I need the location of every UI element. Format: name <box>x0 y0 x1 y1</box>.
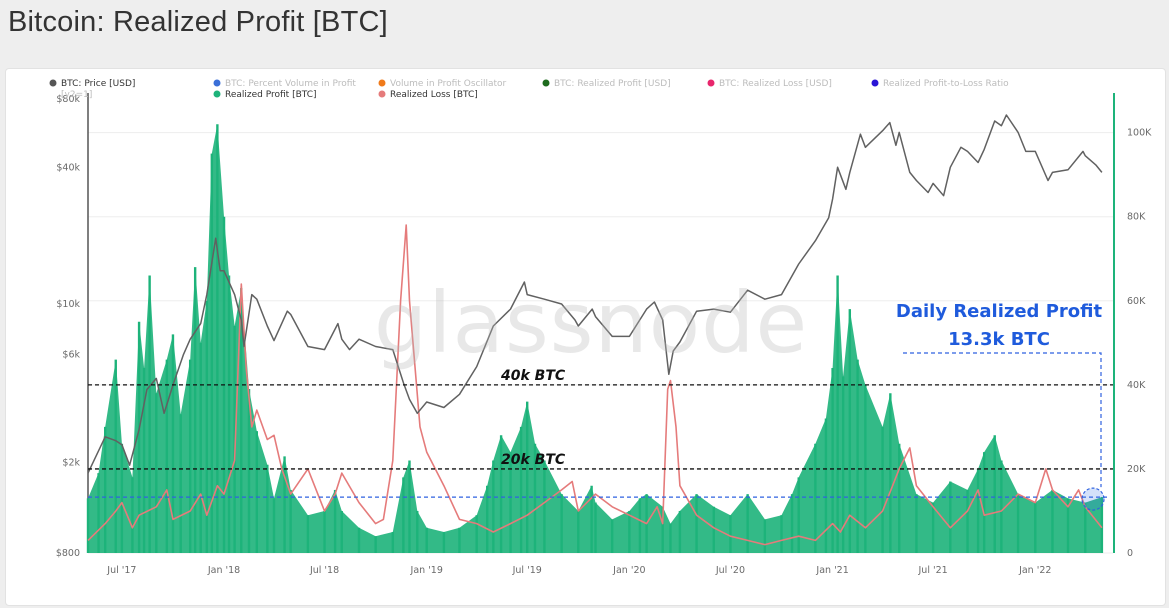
callout-value: 13.3k BTC <box>948 329 1050 350</box>
y-right-tick-label: 40K <box>1127 380 1146 391</box>
legend-swatch <box>213 90 221 98</box>
ref-label-20k: 20k BTC <box>501 452 566 468</box>
legend-swatch <box>542 79 550 87</box>
legend-label: Realized Loss [BTC] <box>390 90 478 100</box>
y-right-tick-label: 60K <box>1127 296 1146 307</box>
y-left-tick-label: $800 <box>56 548 80 559</box>
legend-label: Realized Profit-to-Loss Ratio <box>883 79 1009 89</box>
y-right-tick-label: 80K <box>1127 212 1146 223</box>
legend-label: BTC: Realized Profit [USD] <box>554 79 671 89</box>
y-right-tick-label: 0 <box>1127 548 1133 559</box>
legend-swatch <box>213 79 221 87</box>
legend-label: BTC: Percent Volume in Profit <box>225 79 356 89</box>
price-line <box>87 114 1103 474</box>
x-tick-label: Jul '21 <box>918 565 948 576</box>
legend-label: BTC: Realized Loss [USD] <box>719 79 832 89</box>
legend[interactable]: BTC: Price [USD][y2=1] BTC: Percent Volum… <box>49 79 1010 100</box>
x-tick-label: Jul '17 <box>106 565 136 576</box>
y-left-tick-label: $6k <box>62 349 80 360</box>
legend-swatch <box>707 79 715 87</box>
y-right-tick-label: 100K <box>1127 128 1152 139</box>
legend-sublabel: [y2=1] <box>61 90 92 100</box>
chart-panel: $80k $40k $10k $6k $2k $800 100K 80K 60K 40K 20K 0… <box>5 68 1166 606</box>
legend-item[interactable]: Realized Profit-to-Loss Ratio <box>871 79 1010 89</box>
x-tick-label: Jul '20 <box>715 565 745 576</box>
y-left-tick-label: $40k <box>56 162 80 173</box>
y-axis-right: 100K 80K 60K 40K 20K 0 <box>1113 93 1152 559</box>
x-tick-label: Jan '21 <box>815 565 848 576</box>
x-axis: Jul '17 Jan '18 Jul '18 Jan '19 Jul '19 Jan '… <box>106 565 1051 576</box>
realized-loss-line <box>87 224 1103 546</box>
x-tick-label: Jan '19 <box>410 565 443 576</box>
legend-item[interactable]: Volume in Profit Oscillator <box>378 79 507 89</box>
y-left-tick-label: $80k <box>56 94 80 105</box>
watermark: glassnode <box>374 274 808 372</box>
legend-label: BTC: Price [USD] <box>61 79 135 89</box>
x-tick-label: Jan '18 <box>207 565 240 576</box>
y-left-tick-label: $10k <box>56 299 80 310</box>
legend-item[interactable]: BTC: Price [USD][y2=1] <box>49 79 136 100</box>
annotations: 40k BTC 20k BTC Daily Realized Profit 13.3k… <box>88 301 1113 511</box>
legend-item[interactable]: BTC: Realized Loss [USD] <box>707 79 832 89</box>
glassnode-watermark: glassnode <box>374 274 808 372</box>
legend-swatch <box>871 79 879 87</box>
legend-item[interactable]: BTC: Realized Profit [USD] <box>542 79 671 89</box>
legend-swatch <box>378 90 386 98</box>
y-left-tick-label: $2k <box>62 458 80 469</box>
x-tick-label: Jan '20 <box>612 565 645 576</box>
x-tick-label: Jan '22 <box>1018 565 1051 576</box>
legend-label: Realized Profit [BTC] <box>225 90 317 100</box>
chart-canvas: $80k $40k $10k $6k $2k $800 100K 80K 60K 40K 20K 0… <box>49 79 1152 576</box>
current-value-marker <box>1081 487 1105 511</box>
realized-profit-area <box>88 124 1102 553</box>
callout-title: Daily Realized Profit <box>896 301 1103 322</box>
legend-label: Volume in Profit Oscillator <box>390 79 507 89</box>
legend-item[interactable]: Realized Loss [BTC] <box>378 90 478 100</box>
x-tick-label: Jul '18 <box>309 565 339 576</box>
legend-item[interactable]: Realized Profit [BTC] <box>213 90 317 100</box>
legend-swatch <box>378 79 386 87</box>
plot-series <box>86 114 1104 553</box>
legend-item[interactable]: BTC: Percent Volume in Profit <box>213 79 357 89</box>
x-tick-label: Jul '19 <box>512 565 542 576</box>
callout-leader-line <box>903 352 1102 488</box>
legend-swatch <box>49 79 57 87</box>
page-title: Bitcoin: Realized Profit [BTC] <box>8 6 388 38</box>
y-right-tick-label: 20K <box>1127 464 1146 475</box>
y-axis-left: $80k $40k $10k $6k $2k $800 <box>56 93 89 559</box>
ref-label-40k: 40k BTC <box>500 368 566 384</box>
